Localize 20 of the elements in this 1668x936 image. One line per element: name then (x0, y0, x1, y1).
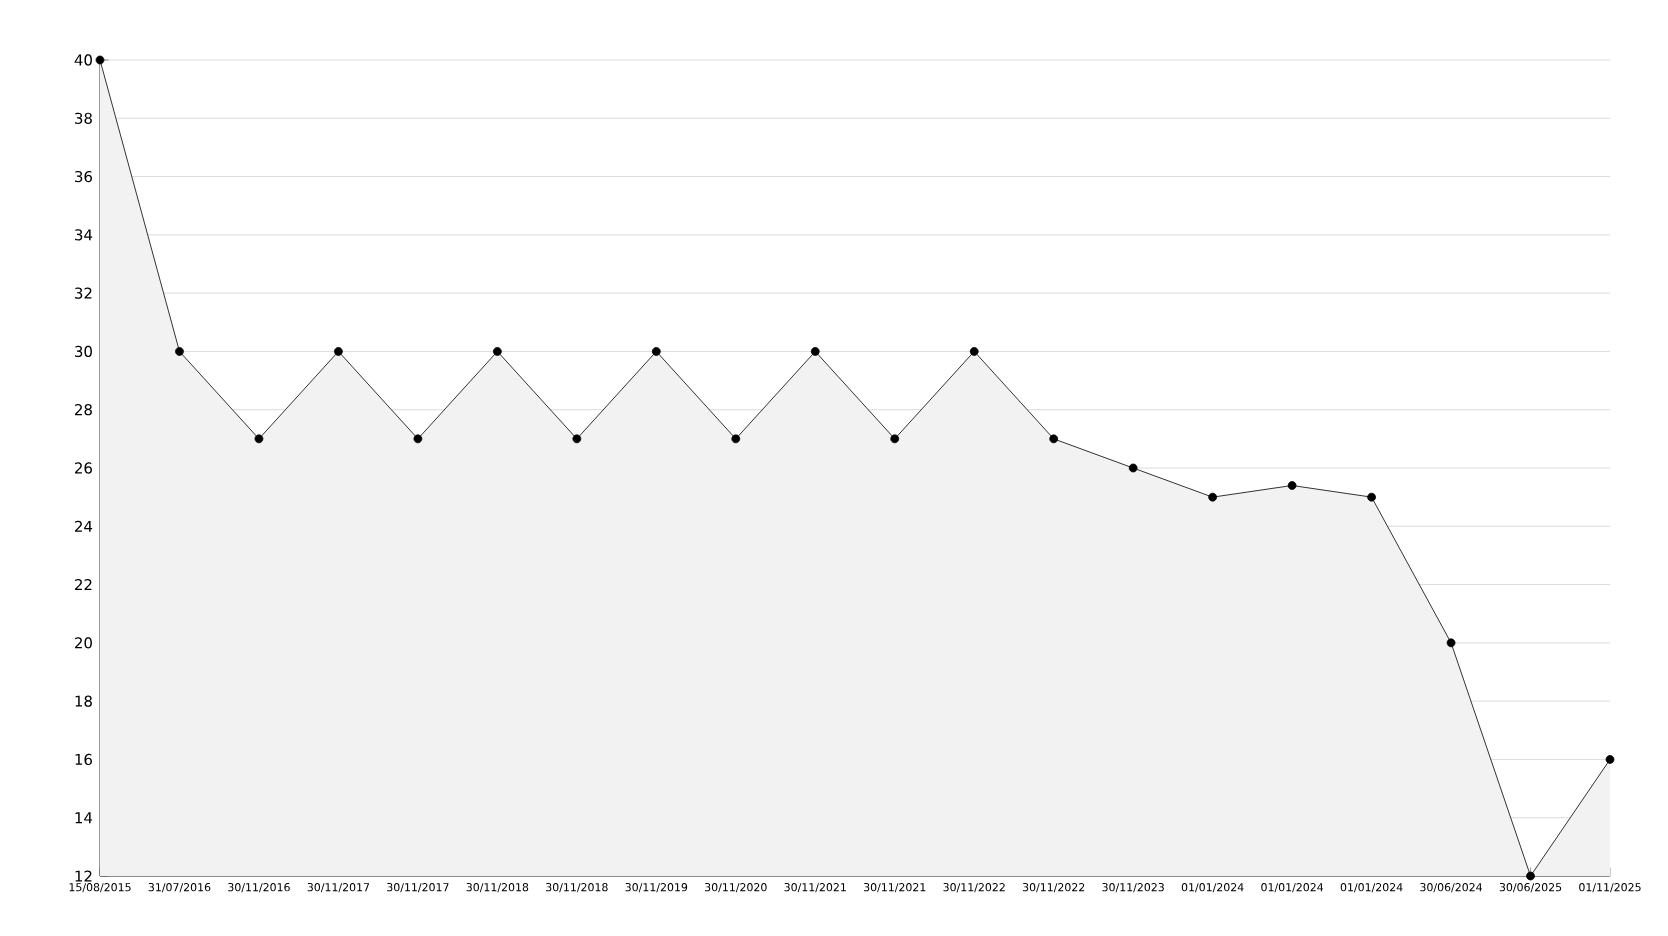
point (1367, 492, 1376, 502)
point (731, 434, 741, 444)
point (1605, 755, 1615, 764)
point (890, 434, 900, 444)
point (334, 347, 343, 356)
point (1128, 463, 1138, 473)
point (1208, 492, 1218, 502)
point (969, 347, 979, 356)
point (254, 434, 264, 444)
point (1287, 481, 1297, 490)
point (1526, 871, 1535, 881)
point (175, 347, 184, 356)
point (651, 347, 661, 356)
point (413, 434, 423, 444)
point (492, 347, 502, 356)
point (1049, 434, 1059, 444)
point (810, 347, 820, 356)
point (1446, 638, 1456, 648)
point (95, 55, 105, 65)
point (572, 434, 582, 444)
